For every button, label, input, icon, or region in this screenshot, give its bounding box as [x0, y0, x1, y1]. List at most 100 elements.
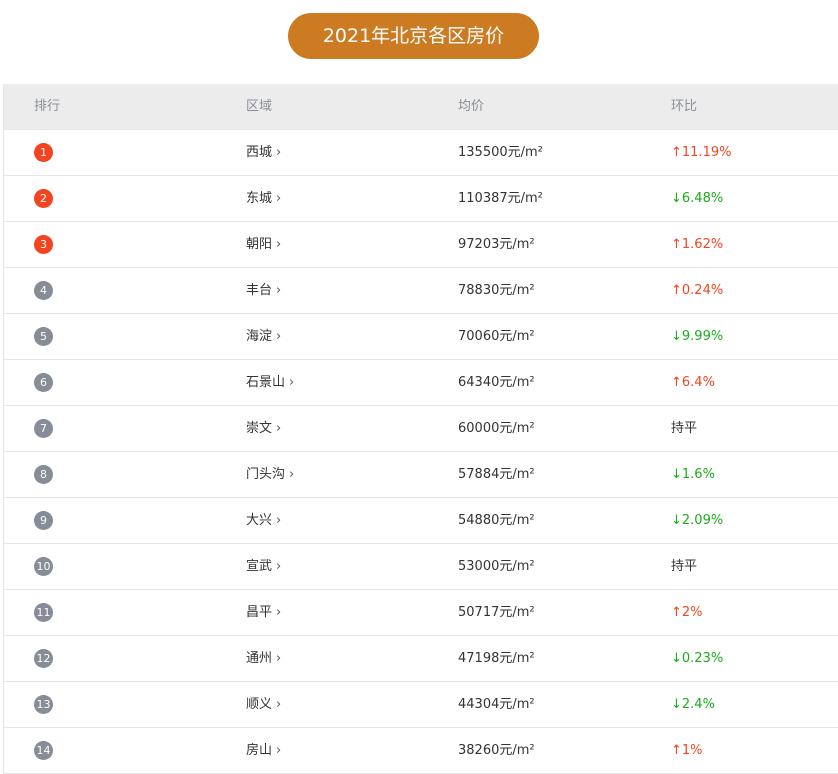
chevron-right-icon: › [276, 513, 282, 528]
district-name: 石景山 [246, 375, 286, 390]
chevron-right-icon: › [289, 375, 295, 390]
district-name: 西城 [246, 145, 273, 160]
chevron-right-icon: › [276, 743, 282, 758]
average-price: 47198元/m² [458, 651, 535, 666]
average-price: 97203元/m² [458, 237, 535, 252]
table-row: 3 朝阳 › 97203元/m² ↑1.62% [4, 222, 838, 268]
average-price: 110387元/m² [458, 191, 543, 206]
rank-badge: 11 [34, 603, 53, 622]
average-price: 38260元/m² [458, 743, 535, 758]
chevron-right-icon: › [276, 145, 282, 160]
district-link[interactable]: 石景山 › [246, 360, 294, 405]
rank-badge: 9 [34, 511, 53, 530]
title-area: 2021年北京各区房价 [0, 0, 838, 84]
district-name: 通州 [246, 651, 273, 666]
change-value: ↓2.4% [671, 697, 715, 712]
change-value: ↓1.6% [671, 467, 715, 482]
rank-badge: 3 [34, 235, 53, 254]
average-price: 78830元/m² [458, 283, 535, 298]
average-price: 70060元/m² [458, 329, 535, 344]
district-link[interactable]: 房山 › [246, 728, 281, 773]
table-row: 10 宣武 › 53000元/m² 持平 [4, 544, 838, 590]
table-row: 11 昌平 › 50717元/m² ↑2% [4, 590, 838, 636]
change-value: ↑1% [671, 743, 703, 758]
district-name: 东城 [246, 191, 273, 206]
page-title: 2021年北京各区房价 [288, 13, 539, 59]
change-value: ↓6.48% [671, 191, 724, 206]
district-link[interactable]: 崇文 › [246, 406, 281, 451]
average-price: 135500元/m² [458, 145, 543, 160]
chevron-right-icon: › [276, 697, 282, 712]
rank-badge: 6 [34, 373, 53, 392]
average-price: 60000元/m² [458, 421, 535, 436]
change-value: ↓0.23% [671, 651, 724, 666]
district-name: 门头沟 [246, 467, 286, 482]
change-value: 持平 [671, 421, 698, 436]
table-row: 5 海淀 › 70060元/m² ↓9.99% [4, 314, 838, 360]
district-link[interactable]: 丰台 › [246, 268, 281, 313]
rank-badge: 5 [34, 327, 53, 346]
rank-badge: 12 [34, 649, 53, 668]
district-name: 丰台 [246, 283, 273, 298]
district-link[interactable]: 西城 › [246, 130, 281, 175]
rank-badge: 14 [34, 741, 53, 760]
district-link[interactable]: 大兴 › [246, 498, 281, 543]
district-link[interactable]: 通州 › [246, 636, 281, 681]
rank-badge: 10 [34, 557, 53, 576]
district-name: 房山 [246, 743, 273, 758]
table-row: 12 通州 › 47198元/m² ↓0.23% [4, 636, 838, 682]
change-value: ↑1.62% [671, 237, 724, 252]
change-value: ↑2% [671, 605, 703, 620]
chevron-right-icon: › [276, 191, 282, 206]
change-value: 持平 [671, 559, 698, 574]
district-name: 宣武 [246, 559, 273, 574]
chevron-right-icon: › [276, 559, 282, 574]
district-link[interactable]: 东城 › [246, 176, 281, 221]
district-name: 昌平 [246, 605, 273, 620]
price-table: 排行 区域 均价 环比 1 西城 › 135500元/m² ↑11.19% 2 东城 › 110… [3, 84, 838, 774]
table-row: 6 石景山 › 64340元/m² ↑6.4% [4, 360, 838, 406]
district-name: 顺义 [246, 697, 273, 712]
average-price: 54880元/m² [458, 513, 535, 528]
average-price: 64340元/m² [458, 375, 535, 390]
rank-badge: 8 [34, 465, 53, 484]
table-row: 13 顺义 › 44304元/m² ↓2.4% [4, 682, 838, 728]
rank-badge: 1 [34, 143, 53, 162]
header-district: 区域 [246, 99, 273, 114]
chevron-right-icon: › [289, 467, 295, 482]
rank-badge: 13 [34, 695, 53, 714]
district-link[interactable]: 顺义 › [246, 682, 281, 727]
district-link[interactable]: 宣武 › [246, 544, 281, 589]
chevron-right-icon: › [276, 329, 282, 344]
change-value: ↑0.24% [671, 283, 724, 298]
rank-badge: 2 [34, 189, 53, 208]
header-price: 均价 [458, 99, 485, 114]
rank-badge: 4 [34, 281, 53, 300]
header-rank: 排行 [34, 99, 61, 114]
chevron-right-icon: › [276, 283, 282, 298]
district-link[interactable]: 海淀 › [246, 314, 281, 359]
district-link[interactable]: 昌平 › [246, 590, 281, 635]
change-value: ↑6.4% [671, 375, 715, 390]
district-name: 大兴 [246, 513, 273, 528]
table-row: 4 丰台 › 78830元/m² ↑0.24% [4, 268, 838, 314]
change-value: ↓9.99% [671, 329, 724, 344]
district-link[interactable]: 朝阳 › [246, 222, 281, 267]
chevron-right-icon: › [276, 237, 282, 252]
district-name: 崇文 [246, 421, 273, 436]
table-row: 7 崇文 › 60000元/m² 持平 [4, 406, 838, 452]
chevron-right-icon: › [276, 605, 282, 620]
table-row: 9 大兴 › 54880元/m² ↓2.09% [4, 498, 838, 544]
table-header: 排行 区域 均价 环比 [4, 84, 838, 130]
average-price: 50717元/m² [458, 605, 535, 620]
chevron-right-icon: › [276, 651, 282, 666]
district-link[interactable]: 门头沟 › [246, 452, 294, 497]
table-row: 8 门头沟 › 57884元/m² ↓1.6% [4, 452, 838, 498]
rank-badge: 7 [34, 419, 53, 438]
header-change: 环比 [671, 99, 698, 114]
average-price: 44304元/m² [458, 697, 535, 712]
change-value: ↓2.09% [671, 513, 724, 528]
table-row: 14 房山 › 38260元/m² ↑1% [4, 728, 838, 774]
chevron-right-icon: › [276, 421, 282, 436]
district-name: 朝阳 [246, 237, 273, 252]
